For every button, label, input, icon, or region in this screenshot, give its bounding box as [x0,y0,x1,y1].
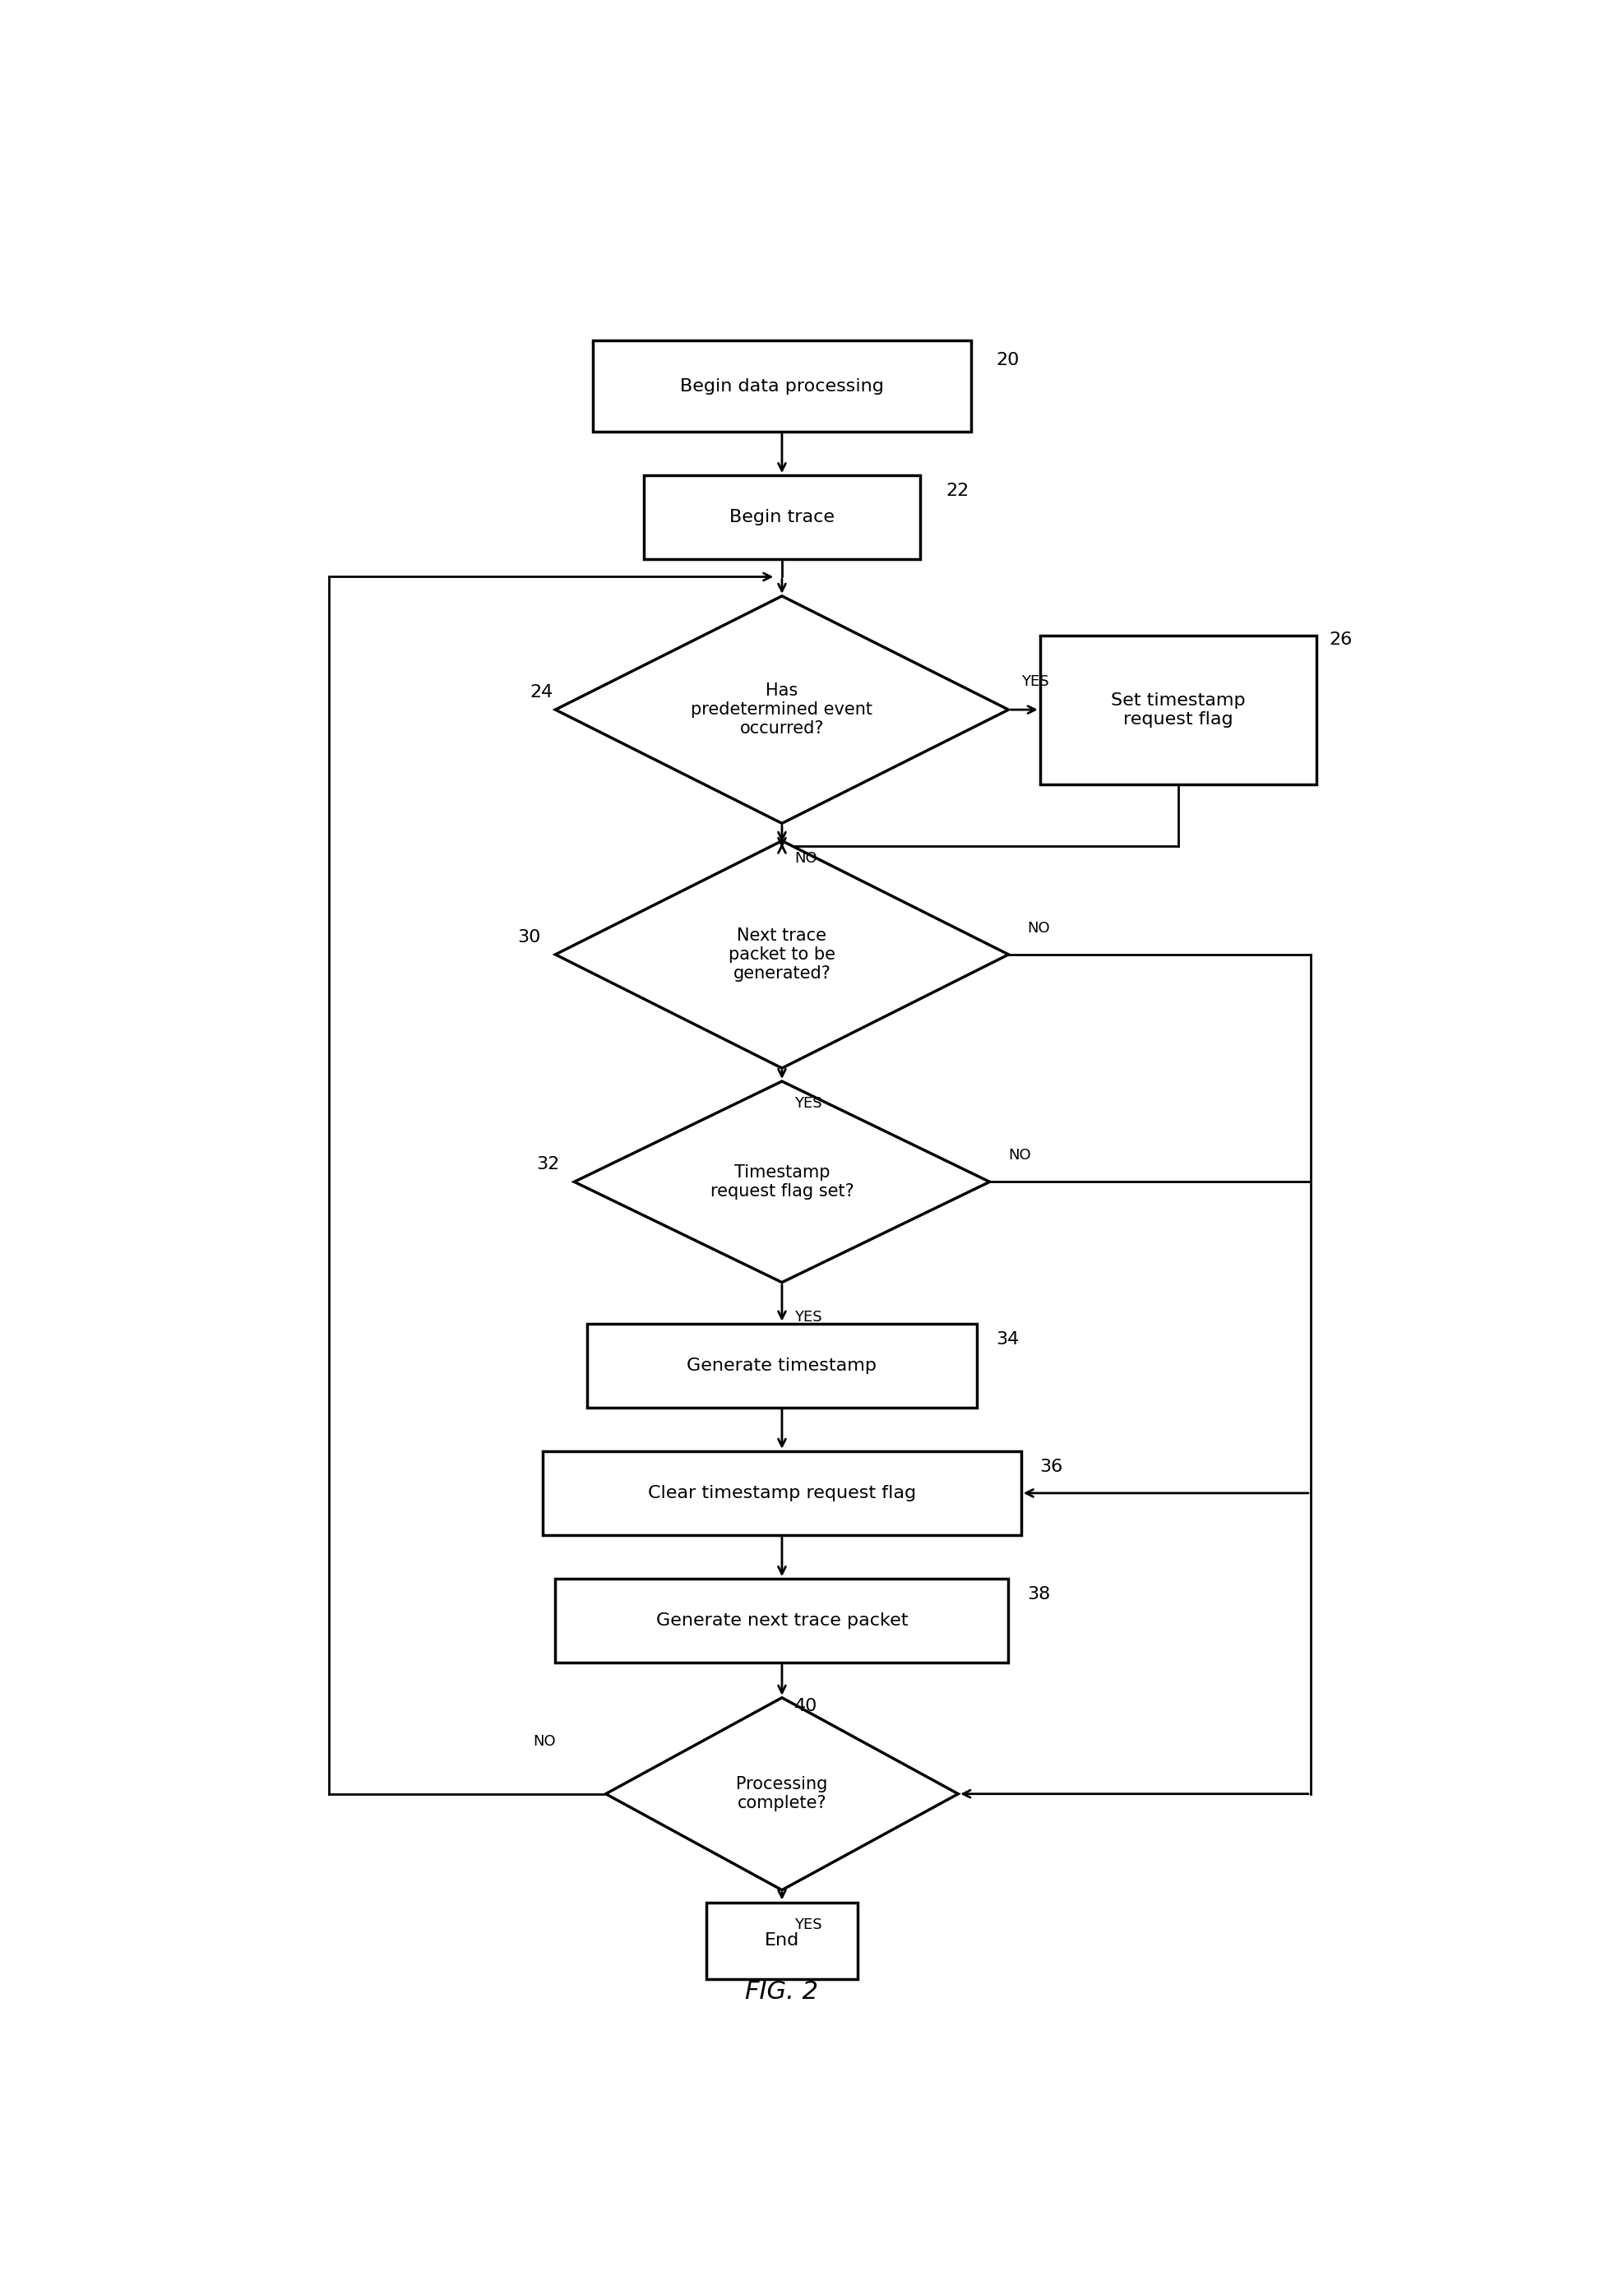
Text: Begin data processing: Begin data processing [680,377,883,395]
Text: 38: 38 [1028,1585,1051,1603]
Text: 34: 34 [996,1331,1020,1347]
Text: YES: YES [794,1310,822,1324]
Text: FIG. 2: FIG. 2 [745,1980,818,2003]
Polygon shape [555,840,1009,1067]
Polygon shape [606,1699,958,1889]
Bar [586,1324,978,1408]
Text: Set timestamp
request flag: Set timestamp request flag [1111,693,1246,727]
Text: 32: 32 [536,1156,560,1172]
Bar [643,475,921,559]
Bar [1039,636,1317,783]
Bar [706,1903,857,1980]
Text: 40: 40 [794,1699,818,1715]
Text: Processing
complete?: Processing complete? [736,1776,828,1812]
Text: Next trace
packet to be
generated?: Next trace packet to be generated? [729,927,835,981]
Text: YES: YES [794,1917,822,1933]
Text: Generate next trace packet: Generate next trace packet [656,1612,908,1628]
Text: Timestamp
request flag set?: Timestamp request flag set? [710,1165,854,1199]
Text: End: End [765,1933,799,1949]
Text: Begin trace: Begin trace [729,509,835,525]
Bar [555,1578,1009,1662]
Text: Generate timestamp: Generate timestamp [687,1358,877,1374]
Bar [593,341,971,431]
Text: YES: YES [1021,674,1049,688]
Text: 22: 22 [945,484,970,500]
Bar [542,1451,1021,1535]
Text: 36: 36 [1039,1458,1064,1476]
Text: Clear timestamp request flag: Clear timestamp request flag [648,1485,916,1501]
Text: NO: NO [794,852,817,865]
Text: NO: NO [1028,920,1051,936]
Text: 24: 24 [531,684,554,699]
Text: 26: 26 [1330,631,1353,647]
Text: NO: NO [533,1735,555,1749]
Polygon shape [555,595,1009,824]
Text: YES: YES [794,1095,822,1111]
Text: NO: NO [1009,1149,1031,1163]
Text: Has
predetermined event
occurred?: Has predetermined event occurred? [692,681,872,738]
Text: 30: 30 [518,929,541,945]
Polygon shape [575,1081,989,1283]
Text: 20: 20 [996,352,1020,368]
